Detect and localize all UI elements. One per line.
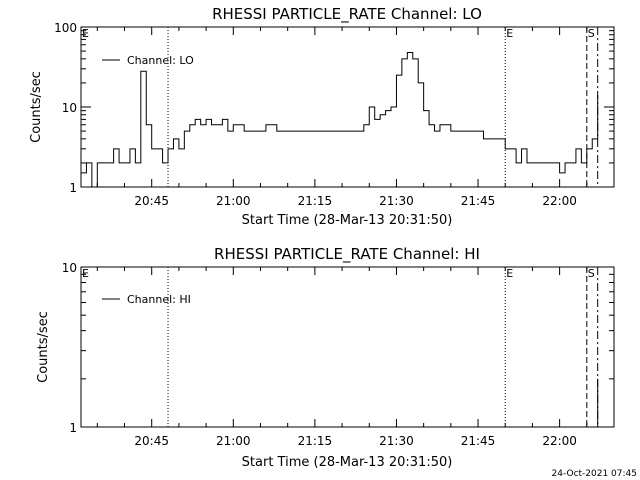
legend: Channel: HI — [102, 293, 191, 306]
x-tick-label: 20:45 — [134, 434, 169, 448]
event-marker-label: S — [588, 267, 595, 280]
event-marker-label: S — [588, 27, 595, 40]
legend: Channel: LO — [102, 54, 194, 67]
x-tick-label: 22:00 — [542, 194, 577, 208]
chart-title: RHESSI PARTICLE_RATE Channel: LO — [212, 5, 482, 24]
y-axis-label: Counts/sec — [36, 311, 51, 383]
x-tick-label: 20:45 — [134, 194, 169, 208]
y-tick-label: 1 — [69, 181, 77, 195]
event-marker-label: E — [506, 267, 513, 280]
plot-frame — [80, 266, 615, 428]
y-axis-label: Counts/sec — [29, 71, 44, 143]
legend-label: Channel: HI — [127, 293, 191, 306]
y-tick-label: 1 — [69, 421, 77, 435]
x-tick-label: 21:00 — [216, 434, 251, 448]
x-tick-label: 21:45 — [461, 434, 496, 448]
x-tick-label: 21:30 — [379, 434, 414, 448]
x-axis-label: Start Time (28-Mar-13 20:31:50) — [242, 455, 453, 470]
legend-label: Channel: LO — [127, 54, 194, 67]
x-tick-label: 21:45 — [461, 194, 496, 208]
event-marker-label: E — [82, 27, 89, 40]
x-tick-label: 21:30 — [379, 194, 414, 208]
chart-panel-hi: RHESSI PARTICLE_RATE Channel: HI Counts/… — [36, 245, 615, 470]
plot-frame — [80, 26, 615, 188]
series-line — [81, 52, 599, 188]
x-tick-label: 21:15 — [298, 194, 333, 208]
footer-timestamp: 24-Oct-2021 07:45 — [552, 469, 637, 479]
y-tick-label: 10 — [62, 101, 77, 115]
x-tick-label: 21:15 — [298, 434, 333, 448]
x-tick-label: 21:00 — [216, 194, 251, 208]
x-axis-label: Start Time (28-Mar-13 20:31:50) — [242, 213, 453, 228]
y-tick-label: 100 — [54, 21, 77, 35]
chart-panel-lo: RHESSI PARTICLE_RATE Channel: LO Counts/… — [29, 5, 615, 228]
event-marker-label: E — [506, 27, 513, 40]
x-tick-label: 22:00 — [542, 434, 577, 448]
chart-title: RHESSI PARTICLE_RATE Channel: HI — [214, 245, 480, 264]
event-marker-label: E — [82, 267, 89, 280]
y-tick-label: 10 — [62, 261, 77, 275]
